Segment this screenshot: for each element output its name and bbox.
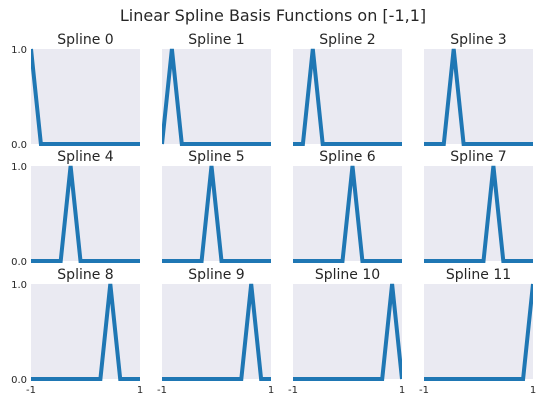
y-tick-label: 0.0 (11, 257, 27, 268)
y-tick-label: 1.0 (11, 45, 27, 56)
spline-panel-11: Spline 11 -1 1 (419, 267, 536, 396)
plot-background (424, 49, 533, 144)
panel-title: Spline 1 (188, 32, 244, 48)
x-tick-label: -1 (26, 385, 36, 396)
spline-panel-9: Spline 9 -1 1 (157, 267, 274, 396)
spline-panel-3: Spline 3 (424, 32, 533, 146)
spline-panel-8: Spline 8 0.0 1.0 -1 1 (11, 267, 143, 396)
panels-grid: Spline 0 0.0 1.0 Spline 1 Spline 2 Spline 3 Sp… (11, 32, 536, 396)
y-tick-label: 1.0 (11, 162, 27, 173)
spline-panel-6: Spline 6 (293, 149, 402, 263)
spline-line (31, 165, 140, 263)
x-tick-label: 1 (399, 385, 405, 396)
spline-line (162, 283, 271, 381)
panel-title: Spline 10 (315, 267, 380, 283)
panel-title: Spline 5 (188, 149, 244, 165)
panel-title: Spline 9 (188, 267, 244, 283)
spline-line (424, 48, 533, 146)
spline-panel-0: Spline 0 0.0 1.0 (11, 32, 140, 151)
spline-line (162, 48, 271, 146)
spline-line (31, 48, 140, 146)
panel-title: Spline 0 (57, 32, 113, 48)
panel-title: Spline 11 (446, 267, 511, 283)
panel-title: Spline 3 (450, 32, 506, 48)
panel-title: Spline 2 (319, 32, 375, 48)
y-tick-label: 1.0 (11, 280, 27, 291)
y-tick-label: 0.0 (11, 140, 27, 151)
spline-line (293, 48, 402, 146)
panel-title: Spline 6 (319, 149, 375, 165)
figure-title: Linear Spline Basis Functions on [-1,1] (120, 6, 426, 25)
plot-background (31, 166, 140, 261)
x-tick-label: -1 (419, 385, 429, 396)
spline-panel-7: Spline 7 (424, 149, 533, 263)
spline-line (424, 165, 533, 263)
panel-title: Spline 4 (57, 149, 113, 165)
spline-panel-4: Spline 4 0.0 1.0 (11, 149, 140, 268)
spline-panel-5: Spline 5 (162, 149, 271, 263)
plot-background (424, 284, 533, 379)
spline-panel-10: Spline 10 -1 1 (288, 267, 405, 396)
panel-title: Spline 8 (57, 267, 113, 283)
spline-panel-1: Spline 1 (162, 32, 271, 146)
spline-line (293, 165, 402, 263)
spline-line (162, 165, 271, 263)
x-tick-label: 1 (268, 385, 274, 396)
panel-title: Spline 7 (450, 149, 506, 165)
x-tick-label: -1 (288, 385, 298, 396)
x-tick-label: 1 (530, 385, 536, 396)
plot-background (31, 284, 140, 379)
x-tick-label: 1 (137, 385, 143, 396)
spline-line (293, 283, 402, 381)
spline-line (31, 283, 140, 381)
spline-panel-2: Spline 2 (293, 32, 402, 146)
x-tick-label: -1 (157, 385, 167, 396)
plot-background (31, 49, 140, 144)
plot-background (424, 166, 533, 261)
spline-line (424, 283, 533, 381)
y-tick-label: 0.0 (11, 375, 27, 386)
